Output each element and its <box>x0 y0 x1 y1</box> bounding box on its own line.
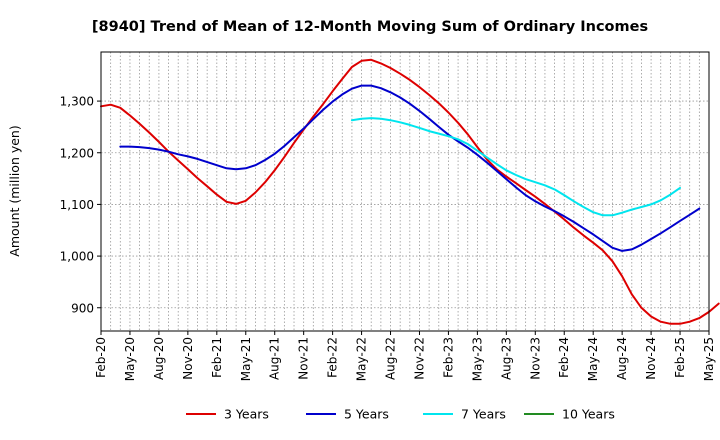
x-axis-ticks: Feb-20 May-20 Aug-20 Nov-20 Feb-21 May-21 Aug-… <box>94 331 716 381</box>
x-tick-label: Feb-23 <box>441 337 455 378</box>
x-tick-label: Aug-23 <box>499 337 513 380</box>
y-tick-label: 900 <box>71 301 94 315</box>
legend: 3 Years 5 Years 7 Years 10 Years <box>186 407 615 422</box>
y-tick-label: 1,100 <box>60 198 94 212</box>
x-tick-label: Feb-20 <box>94 337 108 378</box>
legend-label-5-years: 5 Years <box>344 407 389 422</box>
y-axis-label: Amount (million yen) <box>7 125 22 256</box>
x-tick-label: Nov-20 <box>181 337 195 380</box>
legend-label-3-years: 3 Years <box>224 407 269 422</box>
series-line-7-years <box>350 117 681 217</box>
x-tick-label: Aug-22 <box>384 337 398 380</box>
series-lines <box>100 58 720 325</box>
plot-area <box>101 52 709 331</box>
x-tick-label: May-20 <box>123 337 137 381</box>
x-tick-label: Feb-22 <box>326 337 340 378</box>
legend-label-10-years: 10 Years <box>562 407 615 422</box>
grid <box>101 52 709 331</box>
x-tick-label: May-21 <box>239 337 253 381</box>
x-tick-label: Feb-21 <box>210 337 224 378</box>
legend-label-7-years: 7 Years <box>461 407 506 422</box>
chart-title: [8940] Trend of Mean of 12-Month Moving … <box>92 19 648 35</box>
x-tick-label: Nov-24 <box>644 337 658 380</box>
series-line-5-years <box>119 84 701 252</box>
x-tick-label: May-25 <box>702 337 716 381</box>
y-tick-label: 1,000 <box>60 250 94 264</box>
y-tick-label: 1,300 <box>60 95 94 109</box>
x-tick-label: Nov-22 <box>412 337 426 380</box>
x-tick-label: Feb-24 <box>557 337 571 378</box>
x-tick-label: Nov-23 <box>528 337 542 380</box>
x-tick-label: Aug-24 <box>615 337 629 380</box>
x-tick-label: Nov-21 <box>297 337 311 380</box>
x-tick-label: Aug-21 <box>268 337 282 380</box>
x-tick-label: May-23 <box>470 337 484 381</box>
x-tick-label: May-22 <box>355 337 369 381</box>
y-axis-ticks: 900 1,000 1,100 1,200 1,300 <box>60 95 101 315</box>
y-tick-label: 1,200 <box>60 146 94 160</box>
plot-border <box>100 51 710 332</box>
x-tick-label: Feb-25 <box>673 337 687 378</box>
series-line-3-years <box>100 58 720 325</box>
x-tick-label: Aug-20 <box>152 337 166 380</box>
x-tick-label: May-24 <box>586 337 600 381</box>
